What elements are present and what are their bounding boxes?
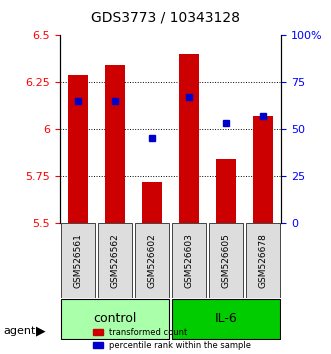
Bar [68,75,88,223]
FancyBboxPatch shape [62,298,168,339]
FancyBboxPatch shape [135,223,168,298]
FancyBboxPatch shape [246,223,279,298]
Bar [179,54,199,223]
Text: IL-6: IL-6 [214,312,237,325]
Text: GSM526602: GSM526602 [148,233,157,287]
FancyBboxPatch shape [172,223,206,298]
Bar [216,159,236,223]
Bar [105,65,125,223]
Bar [253,116,273,223]
Text: GSM526603: GSM526603 [184,233,193,288]
Bar [142,182,162,223]
Text: GSM526605: GSM526605 [221,233,230,288]
Text: ▶: ▶ [36,325,46,337]
Text: GSM526561: GSM526561 [73,233,82,288]
FancyBboxPatch shape [98,223,132,298]
Text: GDS3773 / 10343128: GDS3773 / 10343128 [91,11,240,25]
Text: agent: agent [3,326,36,336]
Text: GSM526678: GSM526678 [259,233,267,288]
Legend: transformed count, percentile rank within the sample: transformed count, percentile rank withi… [89,325,255,353]
FancyBboxPatch shape [62,223,95,298]
Text: control: control [93,312,137,325]
FancyBboxPatch shape [209,223,243,298]
FancyBboxPatch shape [172,298,279,339]
Text: GSM526562: GSM526562 [111,233,119,287]
